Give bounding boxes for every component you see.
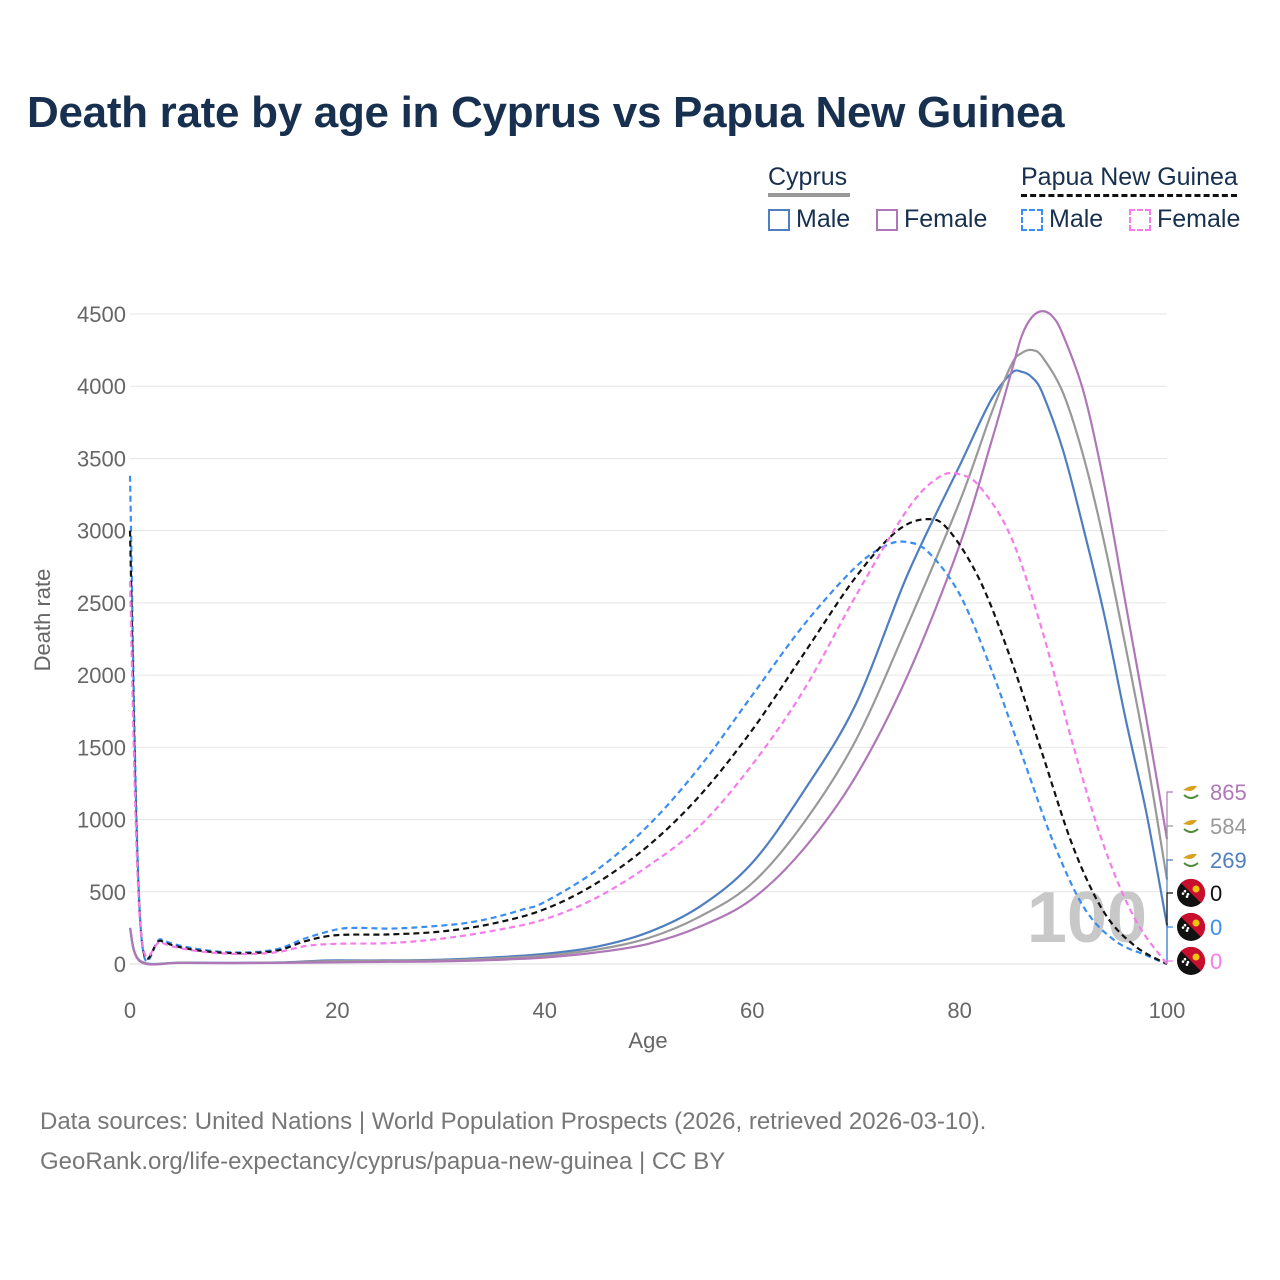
- legend-item-label: Male: [1049, 205, 1104, 233]
- y-axis-label: Death rate: [30, 569, 55, 672]
- x-axis-label: Age: [628, 1028, 667, 1053]
- footer-link[interactable]: GeoRank.org/life-expectancy/cyprus/papua…: [40, 1148, 726, 1175]
- gridlines: [130, 313, 1167, 965]
- x-axis-ticks: 0 20 40 60 80 100: [124, 998, 1185, 1023]
- series-line-4[interactable]: [128, 518, 1168, 965]
- end-label-connector: [1166, 960, 1173, 964]
- y-tick-label: 500: [89, 880, 126, 905]
- x-tick-label: 100: [1149, 998, 1186, 1023]
- end-labels: 865 584 269 0 0 0: [1166, 779, 1247, 975]
- png-flag-icon: [1177, 912, 1206, 941]
- legend-group-label: Papua New Guinea: [1021, 163, 1238, 191]
- x-tick-label: 40: [533, 998, 557, 1023]
- y-tick-label: 1000: [77, 808, 126, 833]
- y-tick-label: 0: [114, 952, 126, 977]
- y-tick-label: 3000: [77, 519, 126, 544]
- end-label-value: 269: [1210, 848, 1247, 873]
- png-flag-icon: [1177, 878, 1206, 907]
- end-label-value: 584: [1210, 814, 1247, 839]
- end-label-connector: [1166, 825, 1173, 880]
- x-tick-label: 80: [947, 998, 971, 1023]
- cyprus-flag-icon: [1178, 847, 1204, 873]
- series-line-5[interactable]: [128, 471, 1168, 965]
- swatch-dashed: [1129, 208, 1151, 231]
- x-tick-label: 20: [325, 998, 349, 1023]
- end-label-connector: [1166, 791, 1173, 840]
- cyprus-flag-icon: [1178, 813, 1204, 839]
- swatch-dashed: [1021, 208, 1043, 231]
- year-watermark: 100: [1027, 878, 1147, 958]
- series-line-0[interactable]: [128, 369, 1169, 966]
- end-label-connector: [1166, 926, 1173, 964]
- end-label-value: 0: [1210, 881, 1222, 906]
- chart-area: 100 050010001500200025003000350040004500…: [30, 302, 1247, 1053]
- legend-group-line: [768, 193, 850, 197]
- footer-sources: Data sources: United Nations | World Pop…: [40, 1108, 987, 1135]
- legend-group-cyprus[interactable]: Cyprus: [768, 163, 850, 197]
- swatch-solid: [768, 208, 790, 231]
- y-axis-ticks: 0 500 1000 1500 2000 2500 3000 3500 4000 4500: [77, 302, 126, 977]
- legend-group-line: [1021, 194, 1237, 197]
- legend-group-png[interactable]: Papua New Guinea: [1021, 163, 1238, 197]
- png-flag-icon: [1177, 946, 1206, 975]
- legend-item-cyprus-female[interactable]: Female: [876, 205, 987, 234]
- y-tick-label: 1500: [77, 735, 126, 760]
- y-tick-label: 3500: [77, 446, 126, 471]
- legend-item-label: Female: [1157, 205, 1241, 233]
- x-tick-label: 0: [124, 998, 136, 1023]
- y-tick-label: 4000: [77, 374, 126, 399]
- series-line-3[interactable]: [128, 475, 1168, 966]
- chart-title: Death rate by age in Cyprus vs Papua New…: [27, 88, 1065, 137]
- x-tick-label: 60: [740, 998, 764, 1023]
- legend-item-png-female[interactable]: Female: [1129, 205, 1240, 234]
- legend-item-cyprus-male[interactable]: Male: [768, 205, 850, 234]
- y-tick-label: 2500: [77, 591, 126, 616]
- end-label-connector: [1166, 892, 1173, 964]
- series-line-2[interactable]: [128, 310, 1169, 966]
- legend-group-label: Cyprus: [768, 163, 848, 191]
- end-label-value: 865: [1210, 780, 1247, 805]
- end-label-value: 0: [1210, 915, 1222, 940]
- legend-item-label: Male: [796, 205, 851, 233]
- y-tick-label: 2000: [77, 663, 126, 688]
- y-tick-label: 4500: [77, 302, 126, 327]
- legend-item-png-male[interactable]: Male: [1021, 205, 1103, 234]
- series-lines: [128, 310, 1169, 966]
- swatch-solid: [876, 208, 898, 231]
- series-line-1[interactable]: [128, 348, 1169, 966]
- cyprus-flag-icon: [1178, 779, 1204, 805]
- legend-item-label: Female: [904, 205, 988, 233]
- end-label-value: 0: [1210, 949, 1222, 974]
